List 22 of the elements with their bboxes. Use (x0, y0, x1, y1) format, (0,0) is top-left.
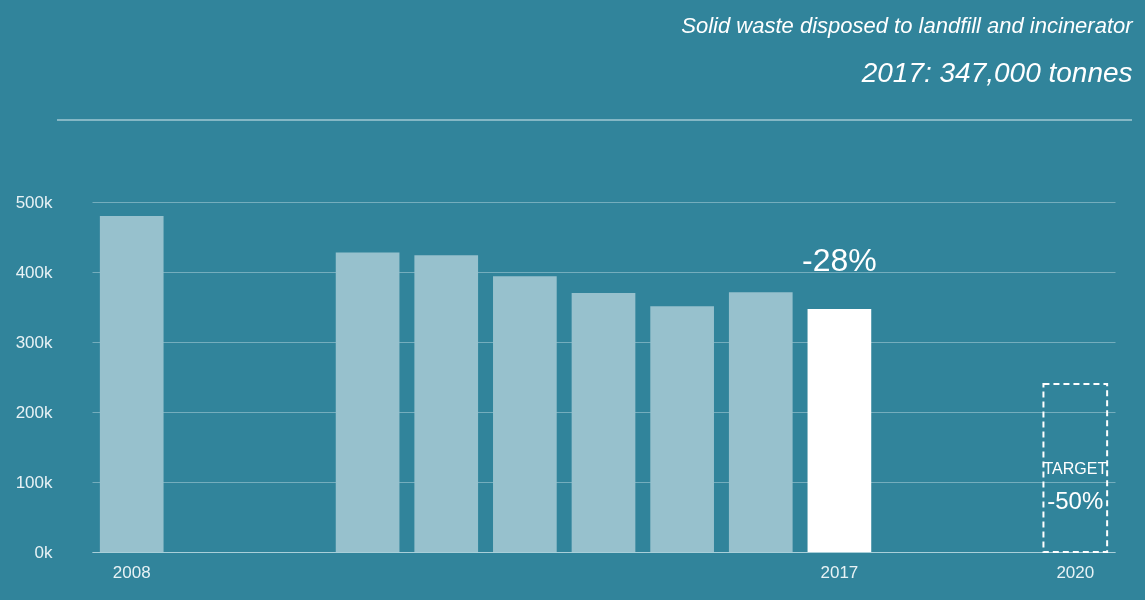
bar (728, 292, 793, 552)
y-tick-label: 300k (15, 332, 53, 352)
y-tick-label: 0k (34, 542, 53, 562)
bar (650, 306, 714, 552)
y-tick-label: 200k (15, 402, 53, 422)
bar (1042, 383, 1109, 553)
chart-subtitle: 2017: 347,000 tonnes (860, 57, 1133, 89)
bar (99, 216, 164, 552)
x-tick-label: 2008 (112, 562, 151, 582)
x-tick-label: 2017 (820, 562, 859, 582)
bar (414, 255, 479, 552)
y-tick-label: 500k (15, 192, 53, 212)
annotation: -50% (1047, 487, 1104, 514)
bar (493, 276, 557, 552)
x-tick-label: 2020 (1056, 562, 1095, 582)
y-tick-label: 100k (15, 472, 53, 492)
y-tick-label: 400k (15, 262, 53, 282)
chart-title: Solid waste disposed to landfill and incinerator (681, 13, 1135, 39)
bar (335, 252, 400, 552)
annotation: TARGET (1043, 460, 1108, 477)
annotation: -28% (802, 242, 877, 279)
bar (571, 293, 636, 552)
